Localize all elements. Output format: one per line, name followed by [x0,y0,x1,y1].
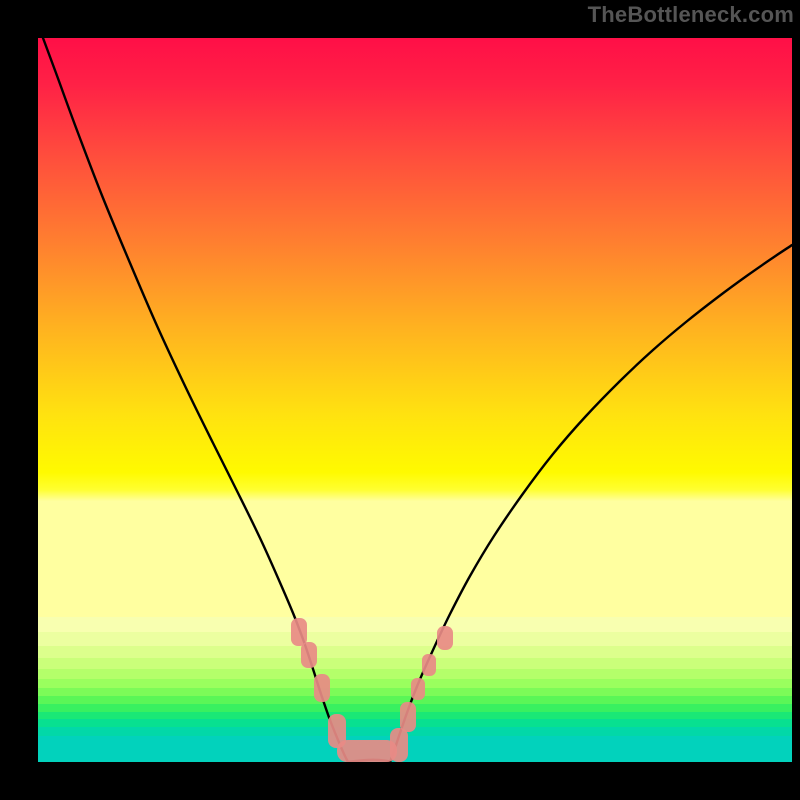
frame-border-bottom [0,762,800,800]
plot-area [38,38,792,762]
frame-border-right [792,0,800,800]
watermark-text: TheBottleneck.com [588,2,794,28]
frame-border-left [0,0,38,800]
bottleneck-curves [38,38,792,762]
chart-frame: TheBottleneck.com [0,0,800,800]
